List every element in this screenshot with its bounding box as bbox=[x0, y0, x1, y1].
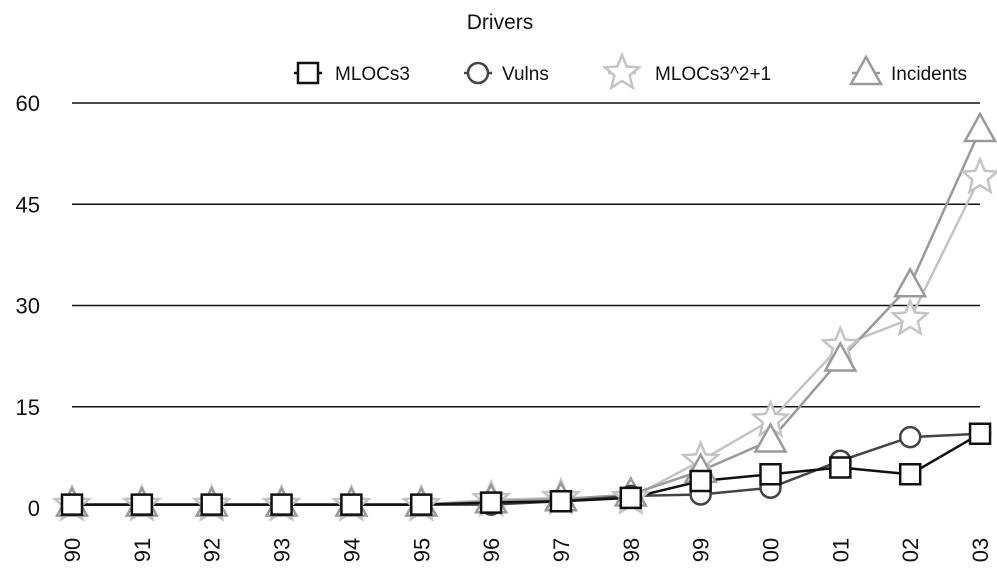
point-mlocs3-02 bbox=[898, 463, 922, 486]
gridlines bbox=[72, 102, 980, 408]
point-incidents-02 bbox=[893, 266, 928, 298]
x-tick-label-94: 94 bbox=[339, 538, 364, 562]
point-mlocs3-96 bbox=[479, 491, 503, 514]
point-mlocs3-90 bbox=[60, 493, 84, 516]
point-mlocs3-99 bbox=[689, 469, 712, 493]
point-mlocs3-97 bbox=[549, 490, 573, 513]
legend-label-mlocs3: MLOCs3 bbox=[335, 64, 410, 85]
y-tick-label-30: 30 bbox=[16, 294, 40, 319]
legend-marker-mlocs3 bbox=[296, 61, 320, 85]
point-incidents-03 bbox=[962, 111, 997, 143]
legend-label-mlocs3-2-1: MLOCs3^2+1 bbox=[655, 64, 771, 85]
point-mlocs3-92 bbox=[200, 493, 223, 516]
y-axis-ticks: 0 15 30 45 60 bbox=[16, 91, 40, 521]
point-mlocs3-93 bbox=[270, 493, 293, 516]
x-tick-label-97: 97 bbox=[549, 538, 574, 562]
y-tick-label-45: 45 bbox=[16, 192, 40, 217]
legend-marker-incidents bbox=[848, 54, 884, 86]
point-mlocs3-94 bbox=[340, 493, 363, 516]
y-tick-label-15: 15 bbox=[16, 395, 40, 420]
x-tick-label-02: 02 bbox=[898, 538, 923, 562]
chart-title: Drivers bbox=[467, 11, 534, 34]
point-incidents-00 bbox=[753, 421, 788, 453]
x-tick-label-91: 91 bbox=[130, 538, 155, 562]
x-tick-label-95: 95 bbox=[409, 538, 434, 562]
point-mlocs3-03 bbox=[968, 422, 992, 445]
legend-marker-mlocs3-2-1 bbox=[601, 51, 643, 91]
legend-label-incidents: Incidents bbox=[891, 64, 967, 85]
series-markers bbox=[51, 111, 997, 522]
point-mlocs3-95 bbox=[410, 493, 433, 516]
x-tick-label-01: 01 bbox=[828, 538, 853, 562]
point-incidents-01 bbox=[823, 340, 858, 372]
x-tick-label-99: 99 bbox=[689, 538, 714, 562]
x-tick-label-98: 98 bbox=[619, 538, 644, 562]
legend-label-vulns: Vulns bbox=[502, 64, 549, 85]
x-axis-ticks: 90 91 92 93 94 95 96 97 98 99 00 01 02 03 bbox=[60, 538, 993, 562]
point-mlocs3-00 bbox=[759, 463, 782, 486]
y-tick-label-0: 0 bbox=[28, 496, 40, 521]
point-mlocs3-91 bbox=[130, 493, 154, 516]
point-mlocs3-2-1-03 bbox=[959, 156, 997, 195]
point-vulns-02 bbox=[898, 425, 922, 449]
x-tick-label-00: 00 bbox=[759, 538, 784, 562]
series-line-incidents bbox=[72, 129, 982, 506]
point-mlocs3-01 bbox=[829, 456, 852, 479]
x-tick-label-92: 92 bbox=[200, 538, 225, 562]
x-tick-label-03: 03 bbox=[968, 538, 993, 562]
x-tick-label-93: 93 bbox=[270, 538, 295, 562]
legend-marker-vulns bbox=[466, 61, 490, 85]
series-lines bbox=[72, 129, 982, 506]
point-mlocs3-2-1-02 bbox=[889, 297, 931, 337]
x-tick-label-96: 96 bbox=[479, 538, 504, 562]
y-tick-label-60: 60 bbox=[16, 91, 40, 116]
legend: MLOCs3 Vulns MLOCs3^2+1 Incidents bbox=[294, 51, 967, 91]
x-tick-label-90: 90 bbox=[60, 538, 85, 562]
point-mlocs3-98 bbox=[619, 486, 643, 510]
